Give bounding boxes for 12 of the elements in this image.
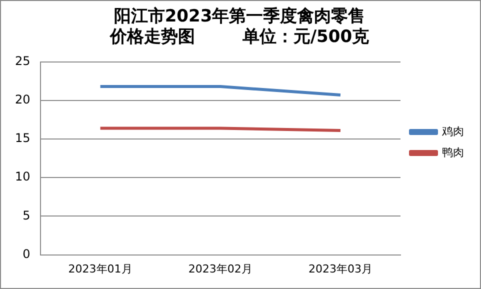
y-tick-label: 0	[22, 246, 30, 261]
y-tick-label: 15	[14, 131, 30, 146]
y-tick-label: 25	[14, 54, 30, 68]
legend-label: 鸡肉	[441, 124, 464, 138]
y-tick-label: 20	[14, 92, 30, 107]
chart-title: 阳江市2023年第一季度禽肉零售价格走势图 单位：元/500克	[108, 6, 370, 48]
x-tick-label: 2023年02月	[188, 262, 252, 276]
y-tick-label: 5	[22, 208, 30, 222]
x-tick-label: 2023年01月	[68, 262, 132, 276]
y-tick-label: 10	[14, 170, 30, 184]
x-tick-label: 2023年03月	[308, 262, 372, 276]
legend-label: 鸭肉	[442, 146, 464, 159]
